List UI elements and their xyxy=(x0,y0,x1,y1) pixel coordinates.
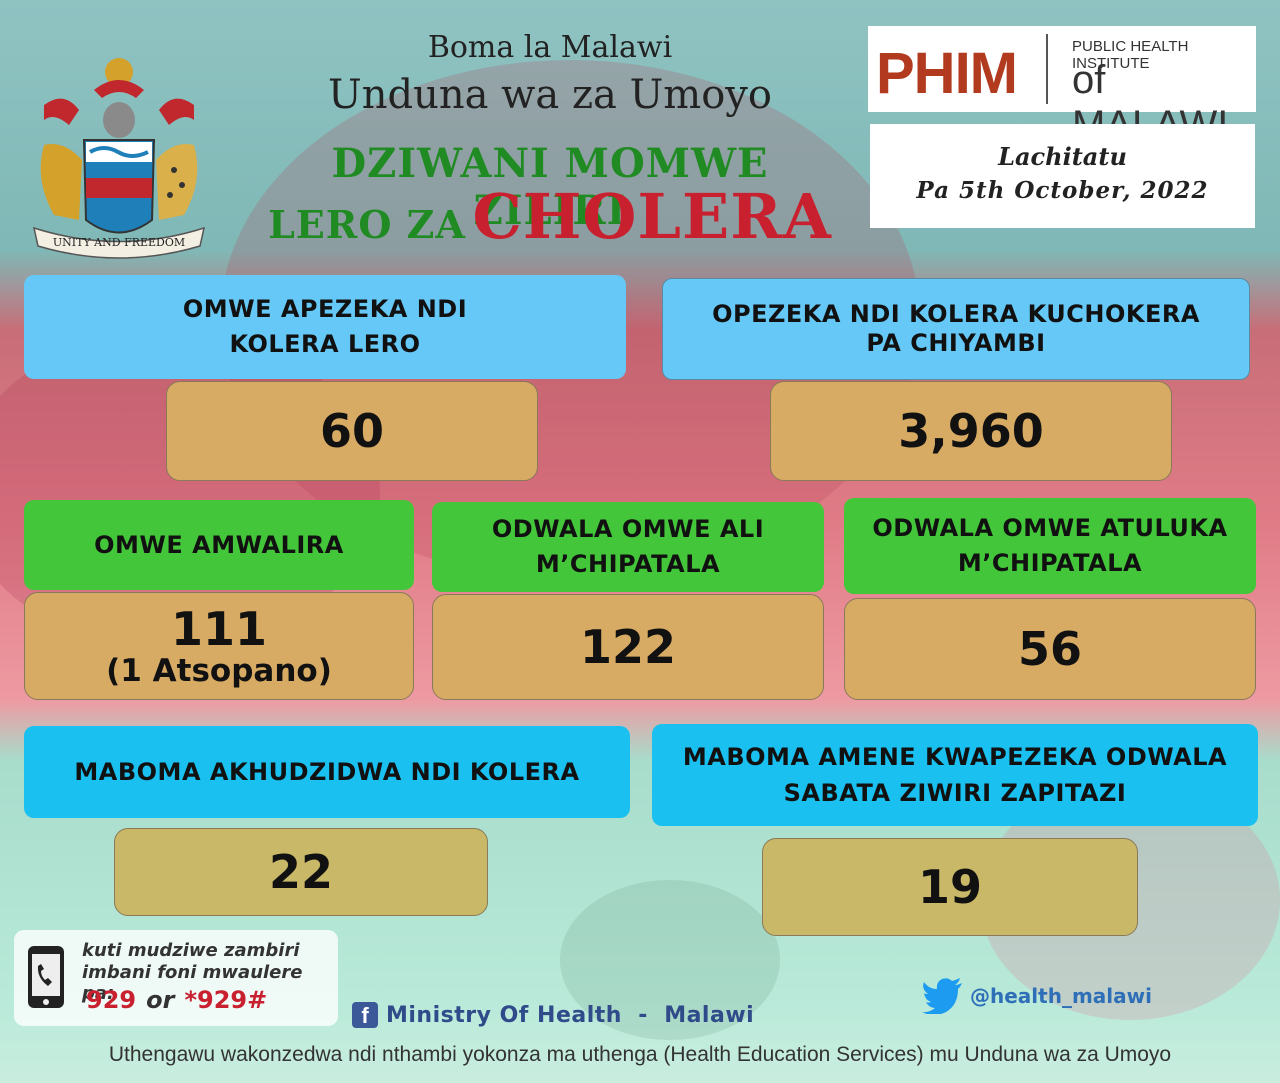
hotline-number: 929 xyxy=(86,986,137,1014)
hotline-text-line1: kuti mudziwe zambiri xyxy=(82,940,300,961)
deaths-new: (1 Atsopano) xyxy=(106,653,332,690)
facebook-icon: f xyxy=(352,1002,378,1028)
hotline-text-line2: imbani foni mwaulere pa: xyxy=(82,962,303,1004)
districts-recent-label: MABOMA AMENE KWAPEZEKA ODWALA SABATA ZIWI… xyxy=(652,724,1258,826)
phone-icon xyxy=(28,946,64,1008)
districts-affected-label: MABOMA AKHUDZIDWA NDI KOLERA xyxy=(24,726,630,818)
cumulative-cases-label: OPEZEKA NDI KOLERA KUCHOKERA PA CHIYAMBI xyxy=(662,278,1250,380)
new-cases-value: 60 xyxy=(166,381,538,481)
emblem-motto: UNITY AND FREEDOM xyxy=(53,236,185,249)
logo-divider xyxy=(1046,34,1048,104)
date-box: Lachitatu Pa 5th October, 2022 xyxy=(870,124,1255,228)
phim-logo-mark: PHIM xyxy=(876,41,1018,106)
government-name: Boma la Malawi xyxy=(427,30,673,65)
hotline-box: kuti mudziwe zambiri imbani foni mwauler… xyxy=(14,930,338,1026)
discharged-label: ODWALA OMWE ATULUKA M’CHIPATALA xyxy=(844,498,1256,594)
ministry-name: Unduna wa za Umoyo xyxy=(327,72,772,118)
admitted-label: ODWALA OMWE ALI M’CHIPATALA xyxy=(432,502,824,592)
new-cases-label: OMWE APEZEKA NDI KOLERA LERO xyxy=(24,275,626,379)
districts-recent-value: 19 xyxy=(762,838,1138,936)
headline-prefix: LERO ZA xyxy=(268,202,466,247)
twitter-link: @health_malawi xyxy=(922,978,1152,1014)
deaths-value: 111 (1 Atsopano) xyxy=(24,592,414,700)
malawi-coat-of-arms-icon: UNITY AND FREEDOM xyxy=(32,58,206,259)
headline-line1: DZIWANI MOMWE ZILIRI xyxy=(331,140,769,234)
hotline-numbers: 929 or *929# xyxy=(86,986,267,1014)
footer-note: Uthengawu wakonzedwa ndi nthambi yokonza… xyxy=(108,1043,1172,1066)
twitter-handle: @health_malawi xyxy=(970,984,1152,1008)
headline-line2: LERO ZA CHOLERA xyxy=(250,180,850,253)
deaths-label: OMWE AMWALIRA xyxy=(24,500,414,590)
discharged-value: 56 xyxy=(844,598,1256,700)
background-virus-blob xyxy=(560,880,780,1040)
phim-logo-subtitle: PUBLIC HEALTH INSTITUTE xyxy=(1072,38,1189,72)
twitter-icon xyxy=(922,978,962,1014)
hotline-ussd: *929# xyxy=(184,986,268,1014)
cumulative-cases-value: 3,960 xyxy=(770,381,1172,481)
facebook-link: f Ministry Of Health - Malawi xyxy=(352,1000,754,1030)
facebook-page-name: Ministry Of Health - Malawi xyxy=(386,1002,755,1028)
admitted-value: 122 xyxy=(432,594,824,700)
phim-logo: PHIM PUBLIC HEALTH INSTITUTE of MALAWI xyxy=(868,26,1256,147)
deaths-count: 111 xyxy=(170,601,268,656)
report-date: Pa 5th October, 2022 xyxy=(916,177,1209,204)
districts-affected-value: 22 xyxy=(114,828,488,916)
report-day: Lachitatu xyxy=(998,142,1127,171)
headline-cholera: CHOLERA xyxy=(472,180,832,253)
hotline-or: or xyxy=(146,986,175,1014)
